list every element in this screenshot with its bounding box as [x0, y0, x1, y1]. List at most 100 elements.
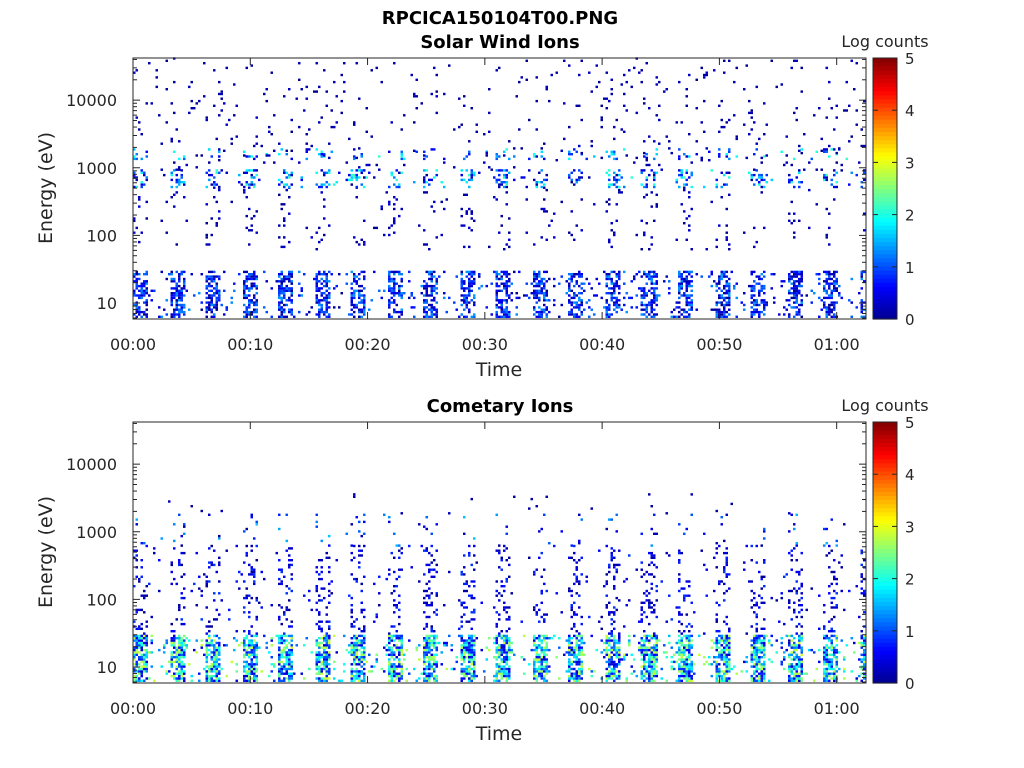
colorbar-swatch	[873, 147, 897, 153]
heatmap-cell	[850, 135, 853, 138]
heatmap-cell	[408, 639, 411, 642]
heatmap-cell	[255, 646, 258, 649]
heatmap-cell	[643, 313, 646, 316]
heatmap-cell	[440, 181, 443, 184]
heatmap-cell	[723, 639, 726, 642]
heatmap-cell	[473, 653, 476, 656]
heatmap-cell	[688, 658, 691, 661]
heatmap-cell	[248, 155, 251, 158]
heatmap-cell	[508, 656, 511, 659]
heatmap-cell	[323, 292, 326, 295]
heatmap-cell	[505, 176, 508, 179]
heatmap-cell	[328, 672, 331, 675]
heatmap-cell	[595, 64, 598, 67]
heatmap-cell	[133, 648, 136, 652]
heatmap-cell	[603, 656, 606, 659]
heatmap-cell	[170, 674, 173, 678]
heatmap-cell	[278, 306, 281, 309]
heatmap-cell	[408, 270, 411, 274]
heatmap-cell	[203, 653, 206, 656]
heatmap-cell	[380, 80, 383, 84]
heatmap-cell	[863, 178, 866, 182]
heatmap-cell	[253, 303, 256, 307]
heatmap-cell	[690, 303, 693, 307]
heatmap-cell	[720, 294, 723, 297]
heatmap-cell	[248, 651, 251, 654]
heatmap-cell	[255, 679, 258, 682]
heatmap-cell	[653, 185, 656, 189]
heatmap-cell	[423, 646, 426, 649]
heatmap-cell	[500, 658, 503, 661]
heatmap-cell	[205, 648, 208, 652]
heatmap-cell	[783, 651, 786, 654]
heatmap-cell	[678, 677, 681, 680]
heatmap-cell	[728, 639, 731, 642]
heatmap-cell	[143, 634, 146, 638]
heatmap-cell	[830, 183, 833, 186]
heatmap-cell	[143, 641, 146, 645]
heatmap-cell	[283, 236, 286, 239]
heatmap-cell	[575, 658, 578, 661]
heatmap-cell	[270, 663, 273, 666]
heatmap-cell	[178, 275, 181, 278]
heatmap-cell	[755, 310, 758, 314]
heatmap-cell	[270, 71, 273, 74]
heatmap-cell	[503, 644, 506, 647]
heatmap-cell	[498, 670, 501, 673]
heatmap-cell	[505, 310, 508, 314]
heatmap-cell	[688, 224, 691, 227]
heatmap-cell	[533, 648, 536, 652]
heatmap-cell	[430, 313, 433, 316]
heatmap-cell	[400, 677, 403, 680]
heatmap-cell	[273, 663, 276, 666]
heatmap-cell	[225, 66, 228, 70]
heatmap-cell	[253, 639, 256, 642]
heatmap-cell	[690, 308, 693, 311]
heatmap-cell	[423, 229, 426, 232]
heatmap-cell	[640, 646, 643, 649]
heatmap-cell	[465, 301, 468, 304]
heatmap-cell	[720, 648, 723, 652]
heatmap-cell	[398, 648, 401, 652]
heatmap-cell	[175, 299, 178, 302]
heatmap-cell	[398, 653, 401, 656]
heatmap-cell	[323, 639, 326, 642]
heatmap-cell	[755, 634, 758, 638]
heatmap-cell	[145, 102, 148, 105]
colorbar-swatch	[873, 106, 897, 112]
heatmap-cell	[548, 277, 551, 281]
heatmap-cell	[538, 275, 541, 278]
heatmap-cell	[398, 287, 401, 290]
heatmap-cell	[360, 641, 363, 645]
heatmap-cell	[648, 677, 651, 680]
heatmap-cell	[535, 181, 538, 184]
heatmap-cell	[333, 287, 336, 290]
heatmap-cell	[588, 176, 591, 179]
heatmap-cell	[795, 658, 798, 661]
heatmap-cell	[763, 663, 766, 666]
heatmap-cell	[755, 641, 758, 645]
heatmap-cell	[508, 315, 511, 318]
heatmap-cell	[795, 289, 798, 292]
heatmap-cell	[653, 296, 656, 300]
heatmap-cell	[135, 270, 138, 274]
heatmap-cell	[323, 270, 326, 274]
heatmap-cell	[760, 301, 763, 304]
heatmap-cell	[433, 644, 436, 647]
heatmap-cell	[763, 667, 766, 671]
heatmap-cell	[393, 639, 396, 642]
heatmap-cell	[318, 315, 321, 318]
heatmap-cell	[400, 155, 403, 158]
heatmap-cell	[500, 308, 503, 311]
colorbar-swatch	[873, 184, 897, 190]
heatmap-cell	[763, 651, 766, 654]
heatmap-cell	[260, 670, 263, 673]
heatmap-cell	[435, 277, 438, 281]
heatmap-cell	[570, 289, 573, 292]
heatmap-cell	[463, 653, 466, 656]
heatmap-cell	[325, 310, 328, 314]
heatmap-cell	[353, 641, 356, 645]
heatmap-cell	[360, 651, 363, 654]
heatmap-cell	[345, 161, 348, 164]
heatmap-cell	[253, 646, 256, 649]
